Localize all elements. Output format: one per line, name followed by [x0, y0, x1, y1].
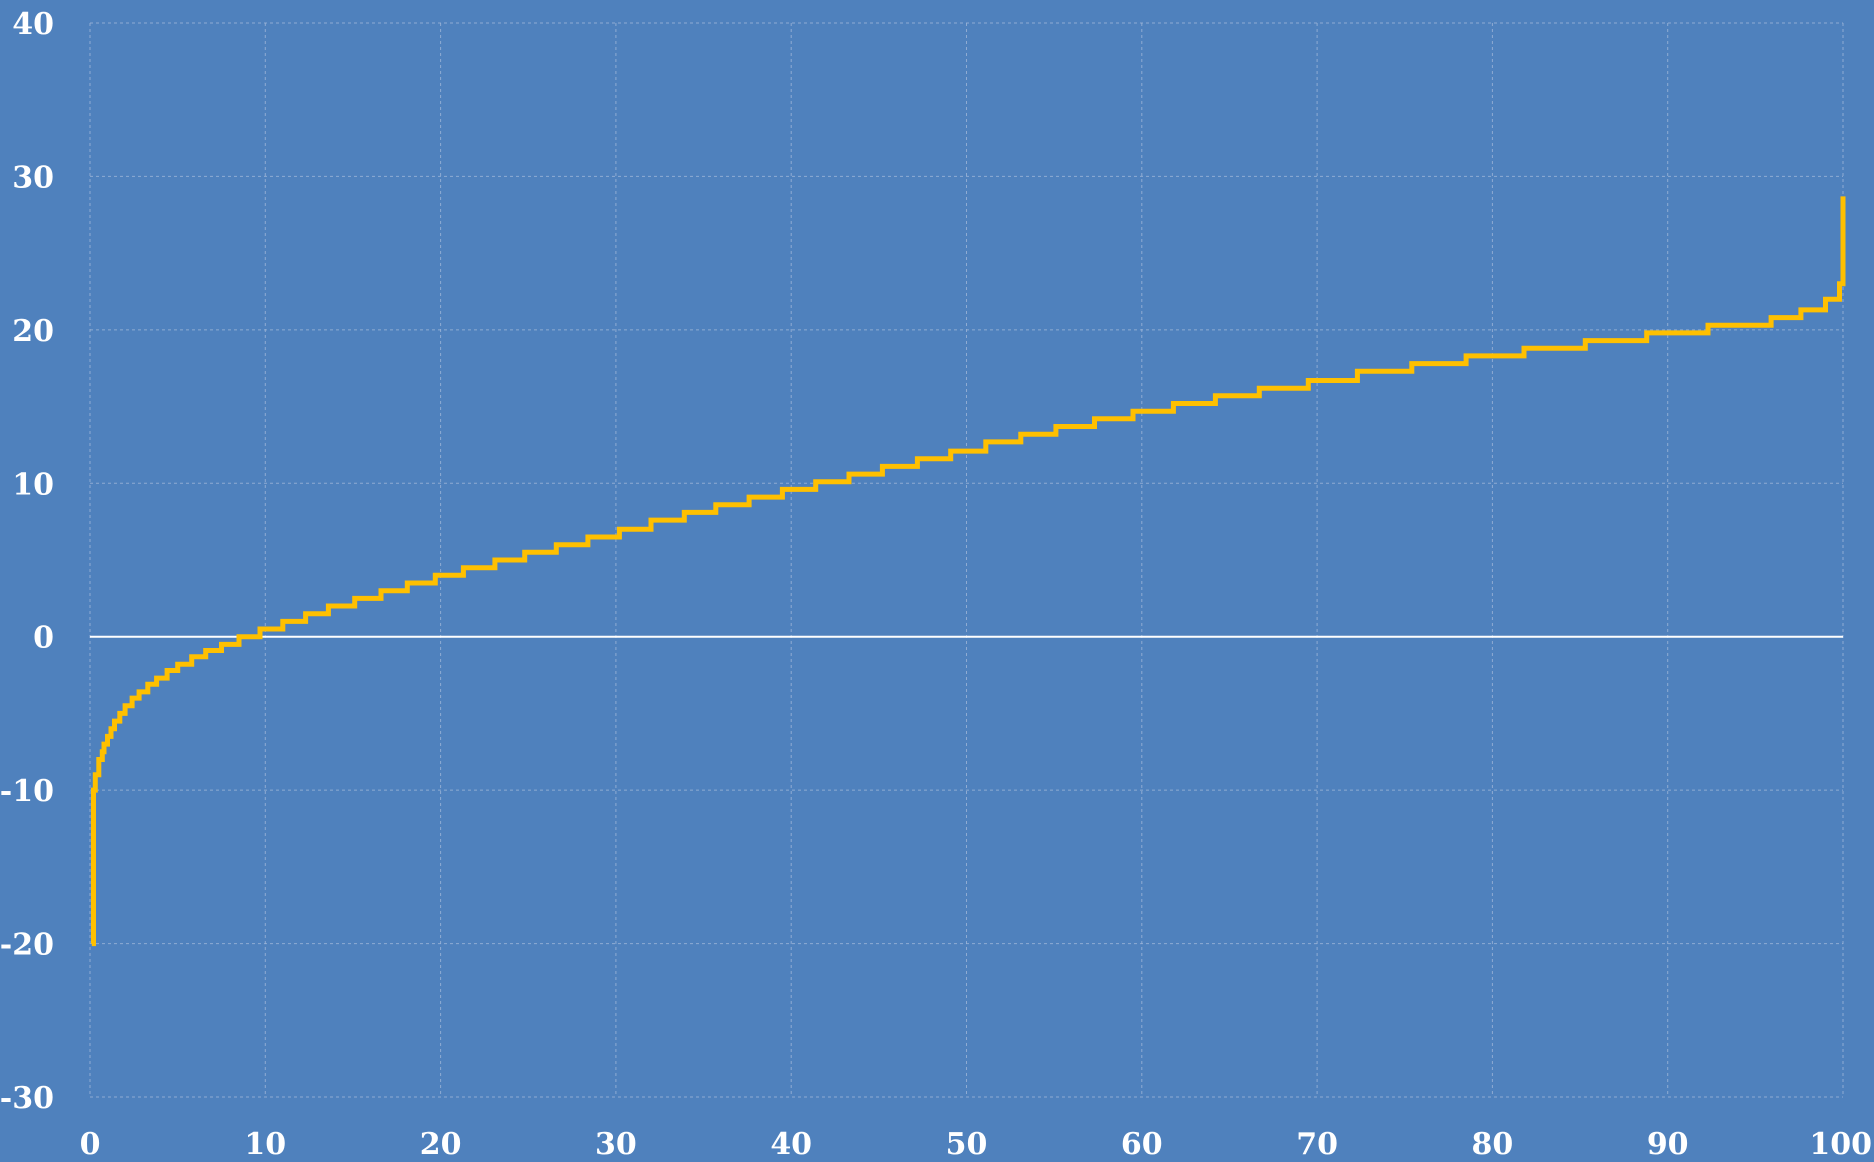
- series-line: [91, 196, 1846, 947]
- y-tick-label: 20: [12, 314, 54, 349]
- y-tick-label: -30: [0, 1081, 54, 1116]
- x-gridlines: [89, 23, 1844, 1097]
- x-tick-label: 80: [1472, 1127, 1514, 1162]
- y-tick-label: 10: [12, 467, 54, 502]
- x-tick-label: 70: [1296, 1127, 1338, 1162]
- y-tick-label: 30: [12, 160, 54, 195]
- x-tick-label: 100: [1809, 1127, 1872, 1162]
- x-tick-label: 40: [770, 1127, 812, 1162]
- y-axis-tick-labels: -30 -20 -10 0 10 20 30 40: [0, 7, 54, 1116]
- y-tick-label: -10: [0, 774, 54, 809]
- x-tick-label: 20: [420, 1127, 462, 1162]
- y-tick-label: -20: [0, 928, 54, 963]
- x-tick-label: 10: [244, 1127, 286, 1162]
- x-tick-label: 60: [1121, 1127, 1163, 1162]
- y-tick-label: 40: [12, 7, 54, 42]
- x-tick-label: 50: [946, 1127, 988, 1162]
- y-tick-label: 0: [33, 621, 54, 656]
- x-axis-tick-labels: 0 10 20 30 40 50 60 70 80 90 100: [80, 1127, 1872, 1162]
- x-tick-label: 0: [80, 1127, 101, 1162]
- x-tick-label: 30: [595, 1127, 637, 1162]
- x-tick-label: 90: [1647, 1127, 1689, 1162]
